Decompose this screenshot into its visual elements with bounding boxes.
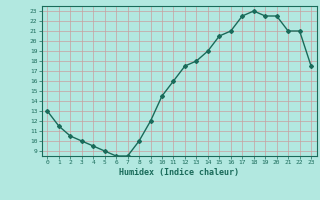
X-axis label: Humidex (Indice chaleur): Humidex (Indice chaleur): [119, 168, 239, 177]
